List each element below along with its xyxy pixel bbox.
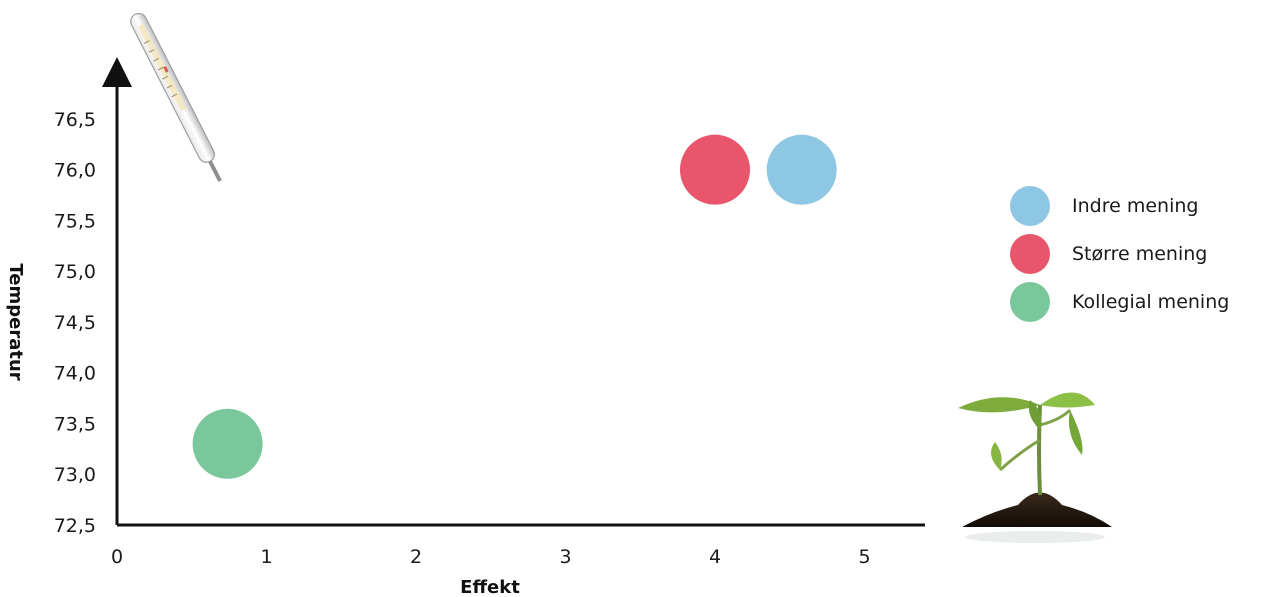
legend: Indre mening Større mening Kollegial men… bbox=[1010, 182, 1229, 326]
legend-swatch bbox=[1010, 234, 1050, 274]
y-axis-ticks: 72,5 73,0 73,5 74,0 74,5 75,0 75,5 76,0 76,5 bbox=[54, 109, 96, 537]
legend-label: Kollegial mening bbox=[1072, 291, 1230, 313]
plant-seedling-image bbox=[958, 392, 1112, 543]
thermometer-image bbox=[130, 12, 222, 182]
y-tick-label: 76,5 bbox=[54, 109, 96, 131]
chart-axes bbox=[102, 57, 925, 527]
x-tick-label: 4 bbox=[709, 546, 721, 568]
x-tick-label: 5 bbox=[858, 546, 870, 568]
x-axis-title: Effekt bbox=[460, 577, 520, 597]
legend-label: Større mening bbox=[1072, 243, 1208, 265]
x-tick-label: 0 bbox=[111, 546, 123, 568]
legend-item-storre: Større mening bbox=[1010, 230, 1229, 278]
legend-swatch bbox=[1010, 186, 1050, 226]
y-tick-label: 76,0 bbox=[54, 160, 96, 182]
data-points bbox=[192, 134, 837, 479]
y-tick-label: 75,5 bbox=[54, 210, 96, 232]
y-tick-label: 74,5 bbox=[54, 312, 96, 334]
data-point bbox=[680, 134, 750, 205]
y-tick-label: 75,0 bbox=[54, 261, 96, 283]
legend-swatch bbox=[1010, 282, 1050, 322]
y-tick-label: 72,5 bbox=[54, 515, 96, 537]
legend-item-kollegial: Kollegial mening bbox=[1010, 278, 1229, 326]
y-tick-label: 74,0 bbox=[54, 363, 96, 385]
data-point bbox=[192, 408, 263, 479]
data-point bbox=[766, 134, 837, 205]
x-tick-label: 2 bbox=[410, 546, 422, 568]
y-tick-label: 73,0 bbox=[54, 464, 96, 486]
legend-item-indre: Indre mening bbox=[1010, 182, 1229, 230]
x-tick-label: 1 bbox=[260, 546, 272, 568]
x-tick-label: 3 bbox=[559, 546, 571, 568]
y-tick-label: 73,5 bbox=[54, 413, 96, 435]
y-axis-title: Temperatur bbox=[5, 263, 26, 380]
x-axis-ticks: 0 1 2 3 4 5 bbox=[111, 546, 871, 568]
legend-label: Indre mening bbox=[1072, 195, 1199, 217]
